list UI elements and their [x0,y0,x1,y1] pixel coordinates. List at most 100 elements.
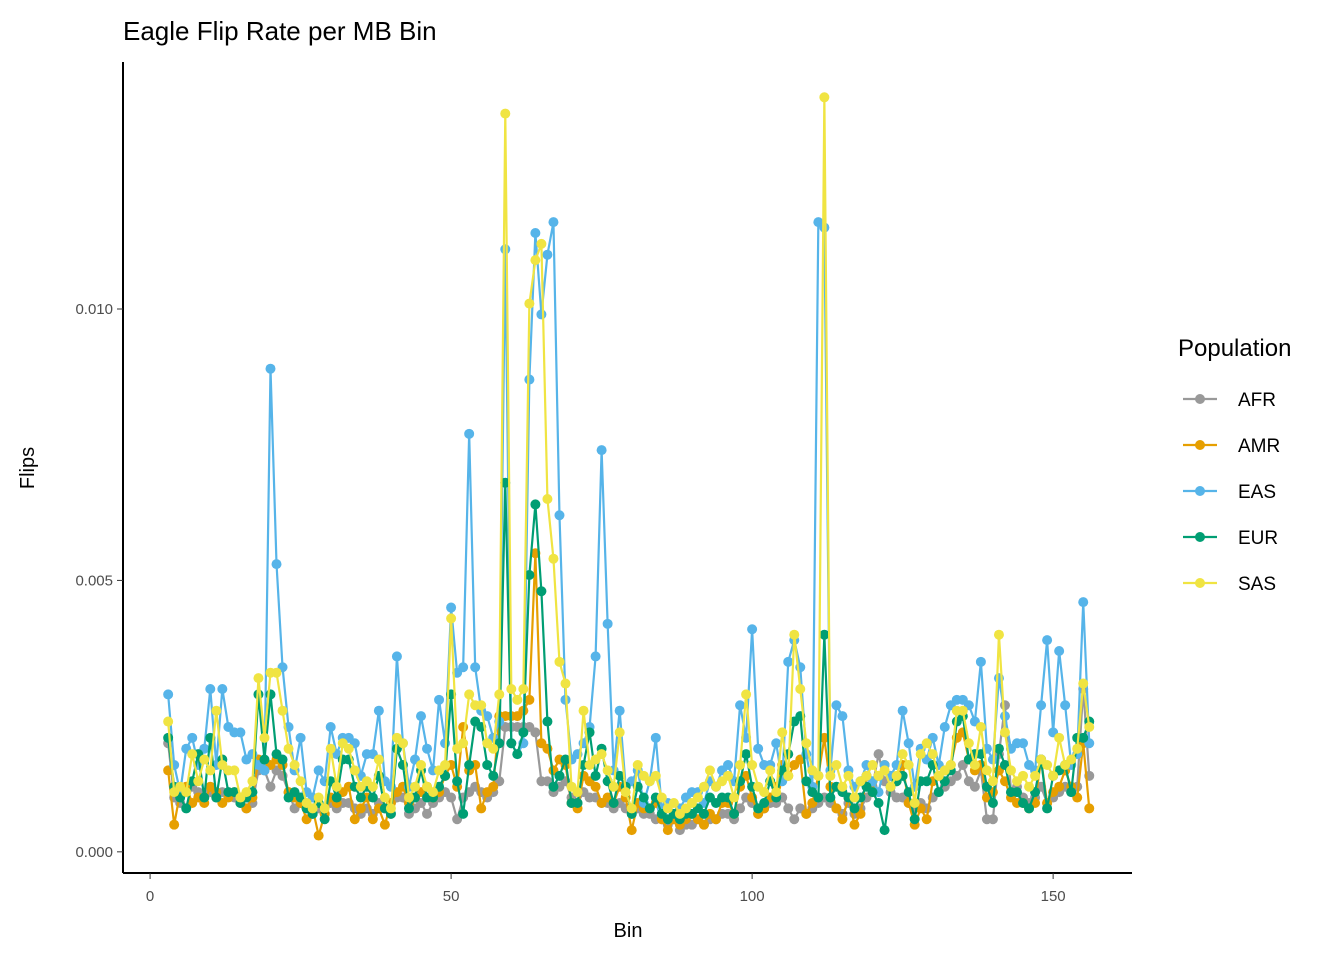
x-tick-label: 50 [443,888,460,905]
data-point [572,797,583,808]
data-point [849,792,860,803]
data-point [590,781,601,792]
data-point [554,510,565,521]
legend-label: AMR [1238,436,1280,457]
data-point [488,770,499,781]
data-point [729,808,740,819]
legend-swatch-point [1195,440,1205,450]
data-point [759,797,770,808]
data-point [367,814,378,825]
data-point [867,787,878,798]
data-point [193,776,204,787]
data-point [464,689,475,700]
data-point [313,830,324,841]
data-point [993,743,1004,754]
data-point [692,792,703,803]
data-point [698,808,709,819]
data-point [343,743,354,754]
data-point [187,732,198,743]
data-point [379,819,390,830]
data-point [783,770,794,781]
data-point [704,765,715,776]
data-point [662,825,673,836]
data-point [283,743,294,754]
legend-swatch-point [1195,578,1205,588]
data-point [789,814,800,825]
data-point [536,238,547,249]
data-point [891,770,902,781]
data-point [861,770,872,781]
data-point [993,629,1004,640]
data-point [241,787,252,798]
data-point [1054,781,1065,792]
data-point [259,732,270,743]
data-point [488,781,499,792]
data-point [656,792,667,803]
data-point [446,792,457,803]
data-point [1024,803,1035,814]
data-point [903,759,914,770]
data-point [500,244,511,255]
data-point [885,781,896,792]
data-point [163,689,174,700]
data-point [422,743,433,754]
data-point [735,700,746,711]
data-point [825,770,836,781]
data-point [813,770,824,781]
data-point [542,716,553,727]
data-point [259,754,270,765]
data-point [464,428,475,439]
data-point [169,819,180,830]
legend: AFR AMR EAS EUR SAS [1183,390,1280,595]
data-point [963,738,974,749]
data-point [873,749,884,760]
data-point [765,765,776,776]
data-point [217,683,228,694]
data-point [1024,781,1035,792]
data-point [783,656,794,667]
data-point [271,667,282,678]
data-point [1012,787,1023,798]
data-point [1060,700,1071,711]
data-point [265,689,276,700]
data-point [933,787,944,798]
data-point [416,759,427,770]
data-point [759,787,770,798]
data-point [506,683,517,694]
data-point [253,673,264,684]
data-point [987,776,998,787]
data-point [530,227,541,238]
data-point [373,754,384,765]
data-point [349,814,360,825]
data-point [548,553,559,564]
data-point [367,781,378,792]
data-point [801,776,812,787]
data-point [560,754,571,765]
data-point [753,743,764,754]
data-point [897,705,908,716]
data-point [1042,759,1053,770]
data-point [512,694,523,705]
data-point [1084,721,1095,732]
series-line [167,219,1091,816]
data-point [470,662,481,673]
data-point [500,477,511,488]
data-point [289,759,300,770]
data-point [819,222,830,233]
data-point [969,759,980,770]
data-point [999,700,1010,711]
data-point [1078,678,1089,689]
data-point [518,683,529,694]
data-point [729,792,740,803]
data-point [1078,732,1089,743]
data-point [211,792,222,803]
data-point [163,716,174,727]
data-point [777,727,788,738]
data-point [975,656,986,667]
data-point [1078,597,1089,608]
data-point [837,711,848,722]
legend-label: EUR [1238,528,1278,549]
data-point [981,765,992,776]
data-point [373,705,384,716]
data-point [783,803,794,814]
